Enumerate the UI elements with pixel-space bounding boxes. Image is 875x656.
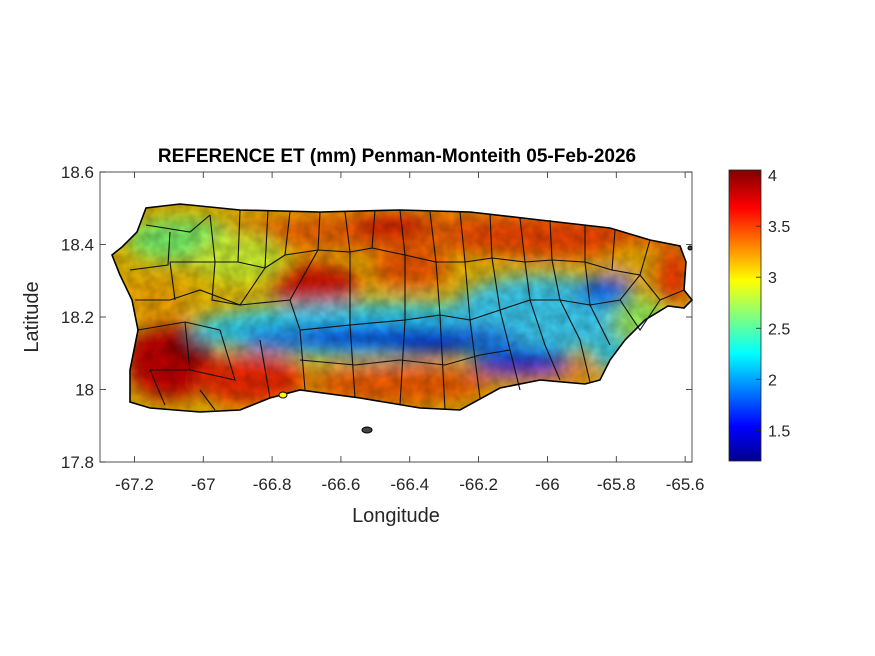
small-islands	[278, 245, 693, 434]
x-tick-label: -66.4	[390, 475, 429, 494]
x-tick-label: -65.8	[597, 475, 636, 494]
x-tick-label: -66.2	[459, 475, 498, 494]
colorbar-tick-label: 2	[768, 372, 777, 389]
colorbar-tick-label: 4	[768, 168, 777, 185]
x-tick-label: -67.2	[115, 475, 154, 494]
municipality-borders	[129, 209, 685, 411]
x-tick-label: -66.6	[322, 475, 361, 494]
y-tick-label: 18.6	[61, 163, 94, 182]
chart-title: REFERENCE ET (mm) Penman-Monteith 05-Feb…	[158, 146, 636, 167]
y-axis-label: Latitude	[21, 281, 43, 352]
y-axis-ticks: 17.8 18 18.2 18.4 18.6	[61, 163, 692, 472]
colorbar-tick-label: 3	[768, 270, 777, 287]
x-tick-label: -66	[535, 475, 560, 494]
et-heatmap	[112, 204, 692, 412]
y-tick-label: 17.8	[61, 453, 94, 472]
y-tick-label: 18.2	[61, 308, 94, 327]
colorbar-tick-label: 3.5	[768, 219, 790, 236]
y-tick-label: 18	[75, 381, 94, 400]
x-axis-ticks: -67.2 -67 -66.8 -66.6 -66.4 -66.2 -66 -65.8 -65.…	[115, 172, 704, 494]
colorbar-tick-label: 2.5	[768, 321, 790, 338]
colorbar	[728, 169, 762, 462]
colorbar-ticks: 1.5 2 2.5 3 3.5 4	[756, 168, 790, 440]
x-tick-label: -66.8	[253, 475, 292, 494]
colorbar-tick-label: 1.5	[768, 423, 790, 440]
x-tick-label: -65.6	[666, 475, 705, 494]
x-axis-label: Longitude	[352, 505, 440, 527]
y-tick-label: 18.4	[61, 236, 94, 255]
x-tick-label: -67	[191, 475, 216, 494]
